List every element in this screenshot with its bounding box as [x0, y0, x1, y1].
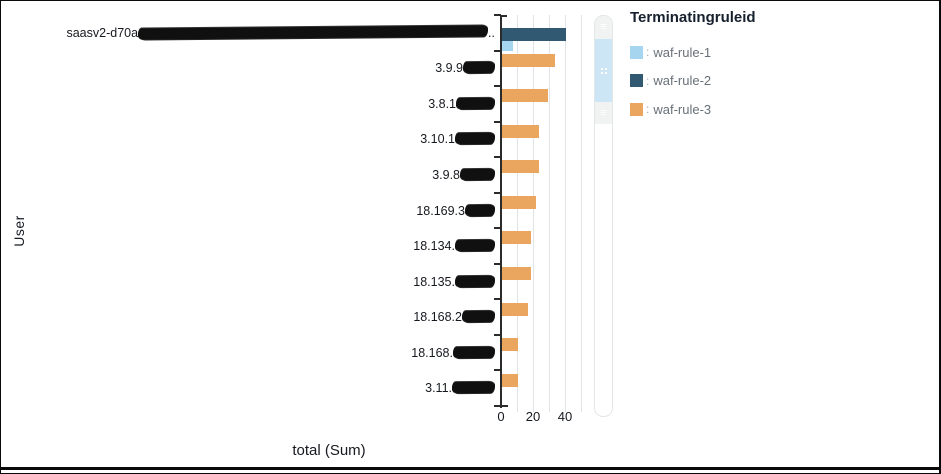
category-label: 18.134.: [58, 238, 496, 254]
bar-waf-rule-3[interactable]: [502, 195, 536, 209]
category-label: 3.8.1: [58, 96, 496, 112]
category-label: 3.9.8: [58, 167, 496, 183]
redacted-text: [455, 97, 496, 110]
category-label-text: 18.168.: [411, 345, 453, 360]
x-axis-tick-label: 0: [497, 409, 505, 424]
y-axis-tick: [494, 333, 501, 336]
scrollbar-top-handle[interactable]: ≡: [595, 16, 612, 39]
redacted-text: [454, 133, 496, 145]
legend-separator: :: [646, 102, 650, 116]
y-axis-tick: [494, 85, 501, 88]
category-label: 3.11.: [58, 380, 496, 396]
category-label-text: 18.134.: [413, 239, 455, 254]
legend-label: waf-rule-1: [653, 44, 712, 60]
category-label: 3.10.1: [58, 131, 496, 147]
category-label: 18.168.2: [58, 309, 496, 325]
chart-scrollbar[interactable]: ≡ ≡: [594, 15, 613, 417]
bar-waf-rule-3[interactable]: [502, 231, 531, 245]
grip-lines-icon: ≡: [600, 106, 607, 119]
bar-waf-rule-1[interactable]: [502, 41, 514, 51]
legend-label: waf-rule-2: [653, 73, 712, 88]
grip-lines-icon: ≡: [600, 21, 607, 33]
redacted-text: [464, 204, 496, 216]
y-axis-tick: [494, 191, 501, 194]
y-axis-tick: [494, 120, 501, 123]
y-axis-tick: [494, 227, 501, 230]
category-label-text: 3.9.8: [432, 167, 460, 182]
redacted-text: [459, 168, 496, 181]
redacted-text: [452, 346, 496, 358]
legend-title: Terminatingruleid: [630, 9, 756, 26]
category-label: 18.168.: [58, 345, 496, 361]
y-axis-tick: [494, 298, 501, 301]
x-axis-title: total (Sum): [292, 442, 366, 459]
category-label-text: 3.9.9: [435, 61, 463, 76]
category-label: 3.9.9: [58, 60, 496, 76]
bar-waf-rule-3[interactable]: [502, 53, 555, 67]
category-label-text: 18.168.2: [413, 310, 462, 325]
grip-dots-icon: [600, 67, 607, 74]
legend-item-waf-rule-3[interactable]: : waf-rule-3: [630, 101, 756, 117]
bar-waf-rule-3[interactable]: [502, 89, 549, 103]
x-axis-tick-label: 20: [525, 409, 541, 424]
y-axis-tick: [494, 369, 501, 372]
scrollbar-thumb[interactable]: [595, 39, 612, 102]
category-label-text: 3.10.1: [420, 132, 455, 147]
bottom-divider: [1, 467, 939, 470]
bar-waf-rule-3[interactable]: [502, 373, 518, 387]
redacted-text: [138, 25, 489, 40]
bar-waf-rule-3[interactable]: [502, 267, 531, 281]
legend-separator: :: [646, 45, 650, 59]
redacted-text: [462, 62, 496, 74]
category-label-text: 18.169.3: [416, 203, 465, 218]
category-label: saasv2-d70a..: [58, 25, 495, 41]
category-label: 18.169.3: [58, 203, 496, 219]
bar-waf-rule-3[interactable]: [502, 124, 539, 138]
y-axis-tick: [494, 262, 501, 265]
gridline: [533, 15, 534, 412]
gridline: [549, 15, 550, 412]
bar-waf-rule-2[interactable]: [502, 28, 566, 41]
legend-swatch: [630, 74, 643, 87]
legend-items: : waf-rule-1: waf-rule-2: waf-rule-3: [630, 44, 756, 117]
gridline: [565, 15, 566, 412]
label-ellipsis: ..: [488, 25, 495, 40]
axis-top-cap: [501, 15, 507, 17]
legend-label: waf-rule-3: [653, 101, 712, 117]
category-label: 18.135.: [58, 274, 496, 290]
gridline: [517, 15, 518, 412]
gridline: [581, 15, 582, 412]
category-label-text: 3.8.1: [428, 96, 456, 111]
redacted-text: [451, 382, 496, 394]
redacted-text: [461, 310, 496, 323]
category-label-text: saasv2-d70a: [66, 25, 139, 40]
y-axis-tick: [494, 49, 501, 52]
legend: Terminatingruleid : waf-rule-1: waf-rule-2…: [630, 9, 756, 130]
x-axis-tick-label: 40: [557, 409, 573, 424]
category-label-text: 18.135.: [413, 274, 455, 289]
y-axis-tick: [494, 156, 501, 159]
bar-waf-rule-3[interactable]: [502, 302, 528, 316]
bar-waf-rule-3[interactable]: [502, 160, 539, 174]
y-axis-line: [500, 15, 502, 408]
legend-swatch: [630, 45, 643, 59]
bar-waf-rule-3[interactable]: [502, 338, 518, 352]
y-axis-tick: [494, 14, 501, 16]
legend-item-waf-rule-1[interactable]: : waf-rule-1: [630, 44, 756, 60]
scrollbar-bottom-handle[interactable]: ≡: [595, 102, 612, 124]
legend-swatch: [630, 102, 643, 116]
redacted-text: [454, 275, 496, 287]
category-label-text: 3.11.: [425, 381, 452, 396]
axis-bottom-cap: [501, 405, 508, 407]
legend-item-waf-rule-2[interactable]: : waf-rule-2: [630, 73, 756, 89]
redacted-text: [454, 239, 496, 252]
legend-separator: :: [646, 73, 650, 88]
y-axis-tick: [494, 405, 501, 407]
